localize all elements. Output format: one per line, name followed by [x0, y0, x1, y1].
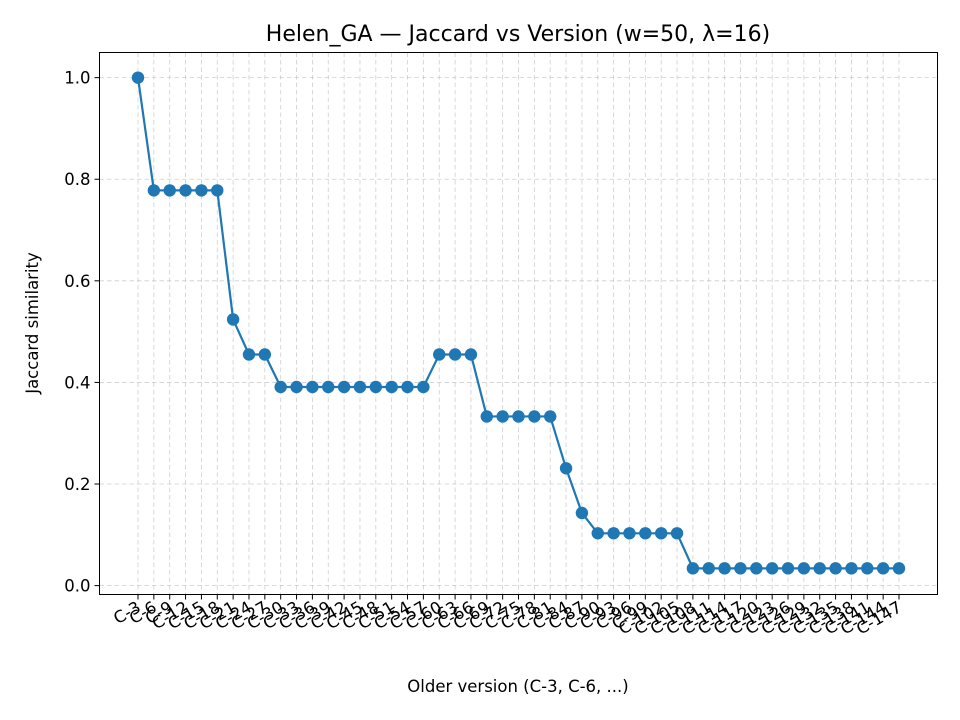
- data-point: [686, 562, 700, 575]
- data-point: [861, 562, 874, 575]
- data-point: [163, 184, 176, 197]
- data-point: [654, 527, 668, 540]
- data-point: [131, 71, 145, 84]
- data-point: [639, 527, 652, 540]
- data-point: [876, 562, 890, 575]
- data-point: [147, 184, 161, 197]
- data-point: [813, 562, 826, 575]
- data-point: [702, 562, 715, 575]
- data-point: [322, 380, 335, 394]
- series-group: [131, 71, 906, 575]
- data-point: [369, 380, 383, 394]
- data-point: [496, 410, 509, 423]
- grid: [99, 52, 938, 595]
- data-point: [306, 380, 319, 394]
- data-point: [464, 348, 478, 361]
- y-tick-label: 0.0: [64, 577, 90, 596]
- y-axis: 0.0 0.2 0.4 0.6 0.8 1.0: [64, 69, 100, 596]
- data-point: [623, 527, 636, 540]
- data-point: [781, 562, 795, 575]
- data-point: [179, 184, 192, 197]
- x-axis-label: Older version (C-3, C-6, ...): [407, 677, 628, 696]
- data-point: [829, 562, 842, 575]
- data-point: [765, 562, 779, 575]
- data-point: [750, 562, 763, 575]
- data-point: [544, 410, 557, 423]
- data-point: [480, 410, 493, 423]
- data-point: [797, 562, 811, 575]
- chart-title: Helen_GA — Jaccard vs Version (w=50, λ=1…: [266, 22, 770, 47]
- data-point: [528, 410, 541, 423]
- data-point: [448, 348, 462, 361]
- data-point: [274, 380, 287, 394]
- y-axis-label: Jaccard similarity: [23, 252, 42, 395]
- data-point: [258, 348, 272, 361]
- y-tick-label: 1.0: [64, 69, 90, 88]
- data-point: [417, 380, 430, 394]
- data-point: [211, 184, 224, 197]
- data-point: [718, 562, 731, 575]
- data-point: [559, 462, 573, 475]
- data-point: [353, 380, 367, 394]
- data-point: [575, 506, 589, 520]
- data-point: [892, 562, 906, 575]
- data-point: [591, 527, 604, 540]
- data-point: [242, 348, 256, 361]
- y-tick-label: 0.2: [64, 475, 90, 494]
- y-tick-label: 0.6: [64, 272, 90, 291]
- data-point: [845, 562, 858, 575]
- data-point: [512, 410, 525, 423]
- y-tick-label: 0.8: [64, 170, 90, 189]
- data-point: [385, 380, 398, 394]
- data-point: [290, 380, 303, 394]
- data-point: [226, 313, 240, 326]
- data-point: [401, 380, 414, 394]
- data-point: [607, 527, 620, 540]
- y-tick-label: 0.4: [64, 373, 90, 392]
- data-point: [337, 380, 351, 394]
- data-point: [433, 348, 446, 361]
- data-point: [734, 562, 747, 575]
- data-point: [195, 184, 208, 197]
- data-point: [670, 527, 684, 540]
